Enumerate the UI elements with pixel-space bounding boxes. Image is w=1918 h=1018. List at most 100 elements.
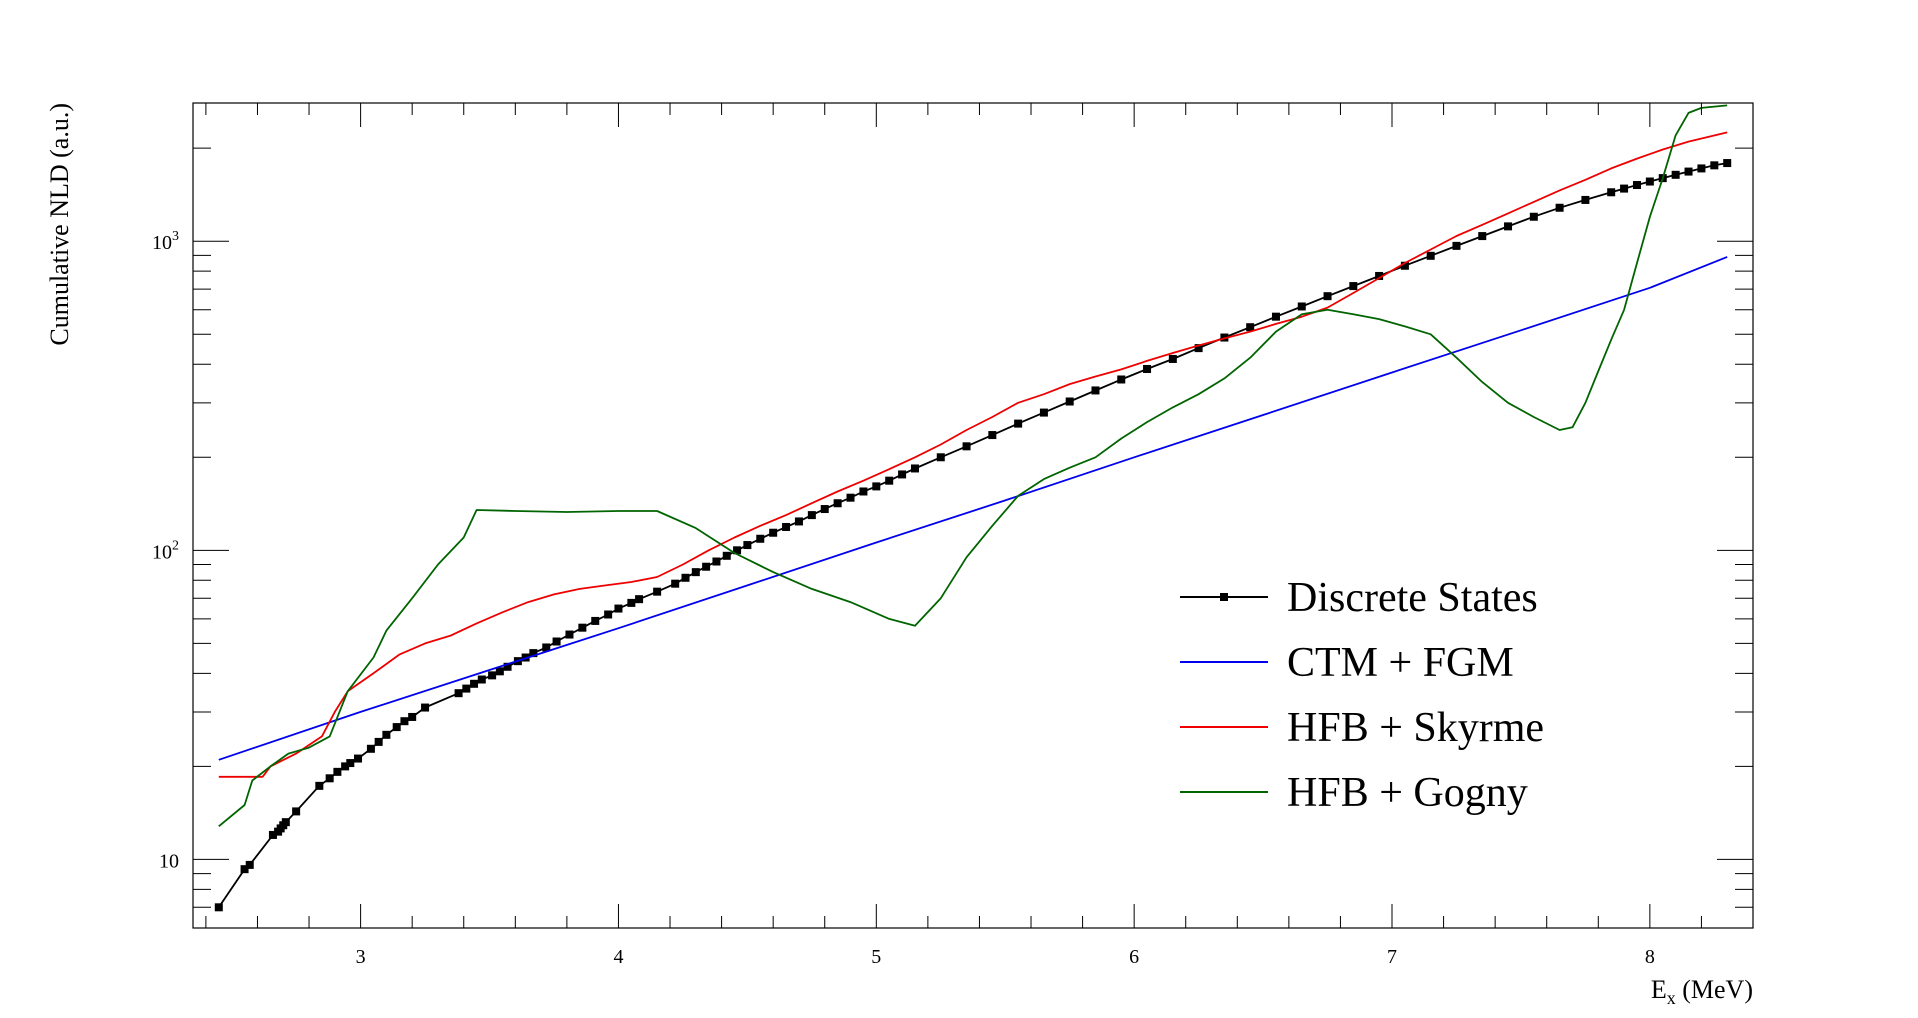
data-point bbox=[1091, 386, 1100, 395]
data-point bbox=[1671, 170, 1680, 179]
data-point bbox=[1349, 282, 1358, 291]
series-layer bbox=[214, 104, 1732, 912]
x-axis-label: Ex (MeV) bbox=[1651, 975, 1753, 1008]
data-point bbox=[529, 649, 538, 658]
data-point bbox=[1065, 397, 1074, 406]
data-point bbox=[591, 616, 600, 625]
data-point bbox=[1375, 271, 1384, 280]
data-point bbox=[268, 830, 277, 839]
data-point bbox=[488, 671, 497, 680]
x-axis-label-subscript: x bbox=[1667, 988, 1676, 1008]
data-point bbox=[1452, 241, 1461, 250]
y-axis-label: Cumulative NLD (a.u.) bbox=[45, 103, 74, 346]
data-point bbox=[1194, 344, 1203, 353]
data-point bbox=[408, 712, 417, 721]
legend-label: Discrete States bbox=[1287, 575, 1538, 621]
series-line bbox=[218, 131, 1728, 778]
data-point bbox=[1607, 188, 1616, 197]
data-point bbox=[341, 762, 350, 771]
data-point bbox=[627, 598, 636, 607]
data-point bbox=[1620, 184, 1629, 193]
data-point bbox=[1529, 212, 1538, 221]
x-axis-label-main: E bbox=[1651, 975, 1667, 1004]
data-point bbox=[743, 541, 752, 550]
data-point bbox=[400, 717, 409, 726]
data-point bbox=[671, 579, 680, 588]
data-point bbox=[1297, 302, 1306, 311]
data-point bbox=[366, 744, 375, 753]
data-point bbox=[794, 517, 803, 526]
data-point bbox=[1323, 292, 1332, 301]
data-point bbox=[382, 730, 391, 739]
data-point bbox=[1143, 365, 1152, 374]
data-point bbox=[1168, 354, 1177, 363]
data-point bbox=[681, 573, 690, 582]
data-point bbox=[1697, 164, 1706, 173]
data-point bbox=[470, 679, 479, 688]
legend-label: HFB + Gogny bbox=[1287, 770, 1528, 816]
data-point bbox=[578, 623, 587, 632]
data-point bbox=[807, 511, 816, 520]
data-point bbox=[712, 557, 721, 566]
series-line bbox=[218, 256, 1728, 761]
data-point bbox=[354, 754, 363, 763]
x-tick-label: 8 bbox=[1645, 946, 1655, 968]
data-point bbox=[635, 595, 644, 604]
data-point bbox=[325, 774, 334, 783]
data-point bbox=[722, 551, 731, 560]
data-point bbox=[374, 737, 383, 746]
data-point bbox=[702, 562, 711, 571]
data-point bbox=[315, 781, 324, 790]
series-line bbox=[218, 104, 1728, 827]
y-tick-label: 10 bbox=[159, 850, 179, 872]
data-point bbox=[542, 643, 551, 652]
data-point bbox=[910, 464, 919, 473]
plot-frame bbox=[192, 102, 1754, 929]
data-point bbox=[653, 587, 662, 596]
data-point bbox=[1555, 203, 1564, 212]
data-point bbox=[769, 528, 778, 537]
data-point bbox=[782, 522, 791, 531]
axes-layer: 3 4 5 6 7 8 10 102 103 bbox=[152, 103, 1754, 968]
data-point bbox=[614, 604, 623, 613]
data-point bbox=[503, 662, 512, 671]
x-axis-label-unit: (MeV) bbox=[1676, 975, 1753, 1004]
data-point bbox=[1014, 419, 1023, 428]
data-point bbox=[462, 684, 471, 693]
data-point bbox=[1400, 261, 1409, 270]
data-point bbox=[756, 534, 765, 543]
legend-marker bbox=[1220, 593, 1228, 601]
data-point bbox=[898, 470, 907, 479]
data-point bbox=[477, 675, 486, 684]
data-point bbox=[281, 818, 290, 827]
data-point bbox=[962, 442, 971, 451]
data-point bbox=[392, 723, 401, 732]
data-point bbox=[454, 689, 463, 698]
legend-label: HFB + Skyrme bbox=[1287, 705, 1544, 751]
data-point bbox=[859, 487, 868, 496]
data-point bbox=[846, 493, 855, 502]
x-tick-label: 3 bbox=[356, 946, 366, 968]
data-point bbox=[691, 568, 700, 577]
data-point bbox=[833, 499, 842, 508]
data-point bbox=[565, 630, 574, 639]
data-point bbox=[936, 453, 945, 462]
data-point bbox=[1478, 232, 1487, 241]
data-point bbox=[1581, 195, 1590, 204]
data-point bbox=[214, 903, 223, 912]
x-tick-label: 7 bbox=[1387, 946, 1397, 968]
data-point bbox=[885, 476, 894, 485]
data-point bbox=[346, 759, 355, 768]
data-point bbox=[1426, 251, 1435, 260]
x-tick-label: 4 bbox=[613, 946, 623, 968]
y-tick-label: 103 bbox=[152, 229, 179, 254]
legend-label: CTM + FGM bbox=[1287, 640, 1514, 686]
data-point bbox=[733, 546, 742, 555]
data-point bbox=[872, 482, 881, 491]
y-tick-label: 102 bbox=[152, 538, 179, 563]
data-point bbox=[421, 703, 430, 712]
data-point bbox=[1246, 323, 1255, 332]
data-point bbox=[1723, 159, 1732, 168]
